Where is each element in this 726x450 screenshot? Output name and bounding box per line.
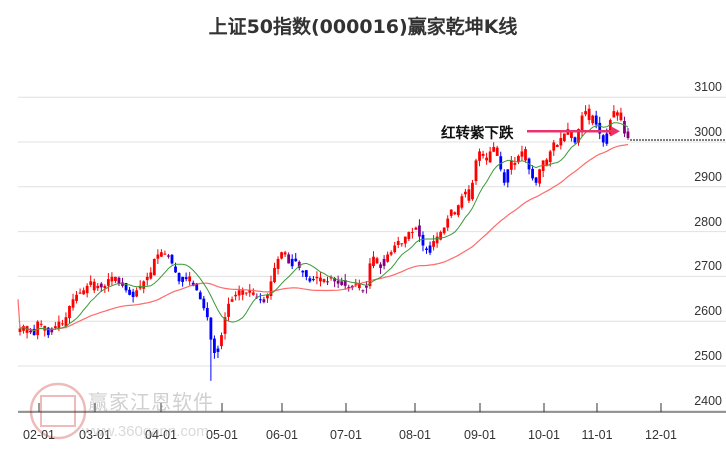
y-tick-label: 3000 — [694, 125, 722, 139]
y-tick-label: 2700 — [694, 259, 722, 274]
x-tick-label: 04-01 — [145, 428, 177, 442]
y-tick-label: 3100 — [694, 80, 722, 95]
annotation-label: 红转紫下跌 — [441, 126, 514, 142]
grid-lines — [18, 96, 726, 412]
y-tick-label: 2900 — [694, 169, 722, 184]
watermark-brand: 赢家江恩软件 — [88, 390, 214, 414]
x-tick-label: 03-01 — [79, 428, 111, 442]
x-axis-ticks — [38, 403, 662, 412]
y-tick-label: 2500 — [694, 349, 722, 363]
x-tick-label: 06-01 — [266, 428, 298, 442]
annotation-arrow — [527, 126, 620, 137]
y-tick-label: 2400 — [694, 393, 722, 408]
x-tick-label: 02-01 — [23, 428, 55, 442]
chart-title: 上证50指数(000016)赢家乾坤K线 — [208, 16, 518, 38]
candles — [18, 104, 630, 381]
x-tick-label: 08-01 — [399, 428, 431, 442]
y-tick-label: 2600 — [694, 304, 722, 319]
ma-short-line — [19, 122, 629, 332]
x-tick-label: 09-01 — [464, 428, 496, 442]
x-tick-label: 12-01 — [645, 428, 677, 442]
x-tick-label: 10-01 — [528, 428, 560, 442]
watermark-seal — [29, 382, 87, 440]
y-tick-label: 2800 — [694, 214, 722, 229]
watermark-url: www.360gann.com — [82, 423, 209, 440]
x-tick-label: 07-01 — [330, 428, 362, 442]
x-tick-label: 11-01 — [581, 428, 613, 442]
x-tick-label: 05-01 — [206, 428, 238, 442]
ma-long-line — [17, 143, 629, 332]
